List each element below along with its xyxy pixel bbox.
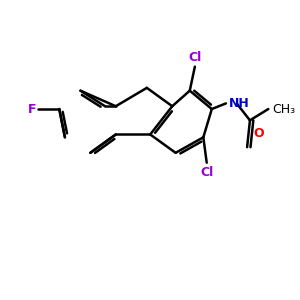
Text: O: O [253, 127, 264, 140]
Text: CH₃: CH₃ [272, 103, 296, 116]
Text: F: F [28, 103, 37, 116]
Text: Cl: Cl [188, 51, 202, 64]
Text: Cl: Cl [200, 166, 213, 178]
Text: NH: NH [229, 97, 250, 110]
